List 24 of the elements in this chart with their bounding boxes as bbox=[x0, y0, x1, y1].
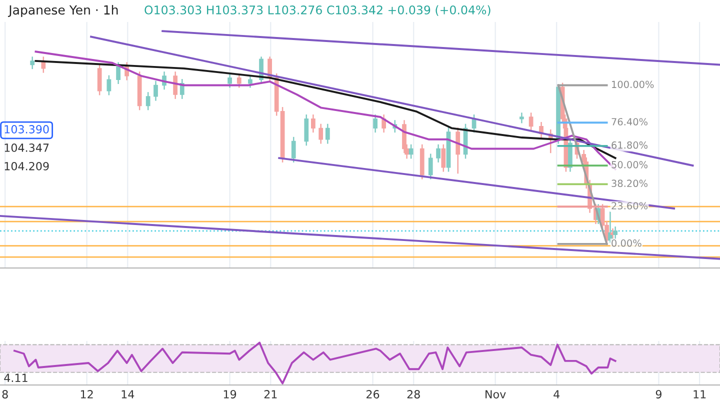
annotation: 104.347 bbox=[4, 144, 49, 152]
annotation: 61.80% bbox=[612, 141, 648, 149]
annotation: 23.60% bbox=[612, 202, 648, 210]
annotation: 4.11 bbox=[4, 374, 28, 382]
annotation: 100.00% bbox=[612, 80, 654, 88]
annotation: 38.20% bbox=[612, 180, 648, 188]
annotation: 104.209 bbox=[4, 162, 49, 170]
chart-title: Japanese Yen · 1h bbox=[8, 4, 118, 18]
x-tick-label: 26 bbox=[366, 390, 380, 398]
x-tick-label: 9 bbox=[656, 390, 662, 398]
annotation: 0.00% bbox=[612, 239, 642, 247]
annotation: 103.390 bbox=[4, 125, 49, 134]
x-tick-label: 19 bbox=[224, 390, 236, 398]
annotation: 50.00% bbox=[612, 161, 648, 168]
x-tick-label: Nov bbox=[486, 390, 506, 398]
chart-subtitle: O103.303 H103.373 L103.276 C103.342 +0.039 (+0.04%) bbox=[144, 5, 490, 16]
annotation: 76.40% bbox=[612, 118, 648, 126]
x-tick-label: 28 bbox=[407, 390, 420, 398]
x-tick-label: 14 bbox=[122, 390, 134, 398]
x-tick-label: 4 bbox=[554, 390, 560, 398]
x-tick-label: 8 bbox=[2, 390, 8, 398]
x-tick-label: 11 bbox=[694, 390, 706, 398]
x-tick-label: 12 bbox=[80, 390, 93, 398]
x-tick-label: 21 bbox=[264, 390, 277, 398]
